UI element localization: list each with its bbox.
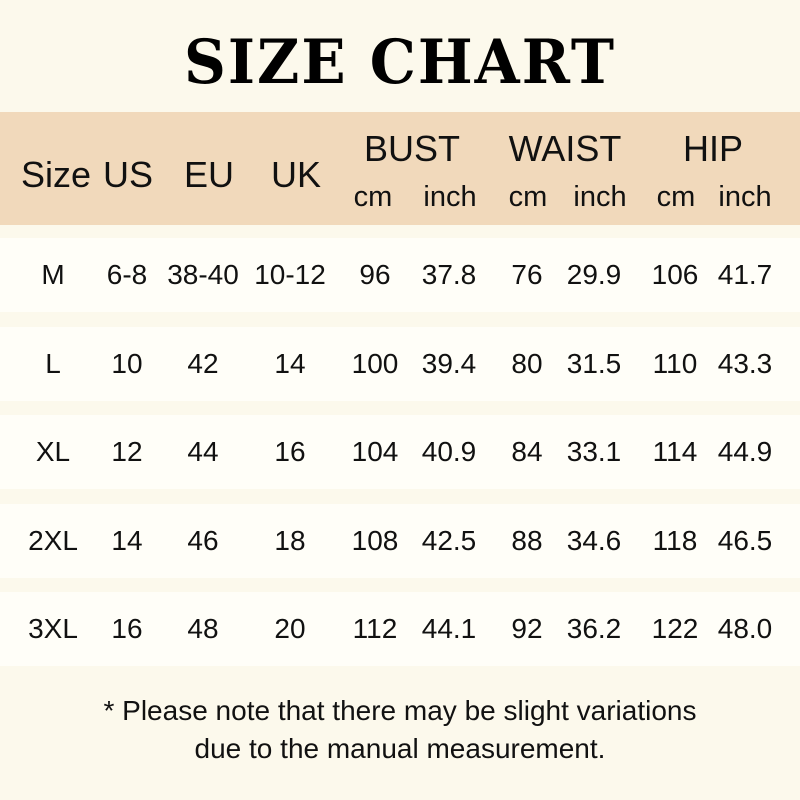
- header-hip-cm: cm: [656, 181, 696, 213]
- header-hip: HIP: [682, 128, 744, 169]
- header-bust: BUST: [363, 128, 461, 169]
- cell-uk: 14: [274, 347, 306, 379]
- cell-hip-cm: 110: [652, 347, 698, 379]
- cell-hip-inch: 48.0: [717, 613, 773, 644]
- cell-waist-cm: 88: [511, 524, 543, 556]
- cell-uk: 18: [274, 524, 306, 556]
- header-us: US: [102, 154, 154, 195]
- cell-waist-inch: 33.1: [566, 436, 622, 467]
- cell-size: L: [45, 347, 61, 379]
- cell-hip-cm: 122: [651, 613, 699, 644]
- cell-waist-cm: 84: [511, 436, 543, 467]
- cell-waist-cm: 92: [511, 613, 543, 644]
- header-hip-inch: inch: [718, 181, 772, 213]
- cell-hip-inch: 44.9: [717, 436, 773, 467]
- header-waist-cm: cm: [508, 181, 548, 213]
- cell-waist-inch: 36.2: [566, 613, 622, 644]
- cell-eu: 42: [187, 347, 219, 379]
- header-size: Size: [20, 154, 92, 195]
- cell-bust-inch: 40.9: [421, 436, 477, 467]
- header-bust-inch: inch: [423, 181, 477, 213]
- cell-hip-cm: 118: [652, 524, 698, 556]
- cell-uk: 10-12: [254, 259, 326, 290]
- cell-bust-cm: 104: [351, 436, 399, 467]
- cell-waist-inch: 29.9: [566, 259, 622, 290]
- header-waist: WAIST: [508, 128, 622, 169]
- cell-size: M: [41, 259, 65, 290]
- cell-hip-cm: 106: [651, 259, 699, 290]
- header-waist-inch: inch: [573, 181, 627, 213]
- cell-waist-cm: 80: [511, 347, 543, 379]
- cell-bust-inch: 44.1: [421, 613, 477, 644]
- cell-eu: 46: [187, 524, 219, 556]
- cell-waist-inch: 31.5: [566, 347, 622, 379]
- cell-us: 16: [111, 613, 143, 644]
- cell-size: XL: [35, 436, 71, 467]
- cell-eu: 38-40: [167, 259, 239, 290]
- cell-bust-cm: 112: [352, 613, 398, 644]
- cell-hip-inch: 41.7: [717, 259, 773, 290]
- footnote: * Please note that there may be slight v…: [0, 692, 800, 768]
- cell-us: 14: [111, 524, 143, 556]
- cell-us: 6-8: [106, 259, 148, 290]
- cell-size: 3XL: [28, 613, 78, 644]
- header-uk: UK: [270, 154, 322, 195]
- cell-us: 12: [111, 436, 143, 467]
- cell-us: 10: [111, 347, 143, 379]
- cell-bust-cm: 96: [359, 259, 391, 290]
- footnote-line: due to the manual measurement.: [194, 733, 606, 764]
- table-row: [0, 415, 800, 489]
- cell-bust-inch: 37.8: [421, 259, 477, 290]
- cell-size: 2XL: [28, 524, 78, 556]
- cell-uk: 20: [274, 613, 306, 644]
- cell-hip-cm: 114: [652, 436, 698, 467]
- table-row: [0, 238, 800, 312]
- cell-bust-cm: 108: [351, 524, 399, 556]
- header-bust-cm: cm: [353, 181, 393, 213]
- header-eu: EU: [183, 154, 235, 195]
- cell-hip-inch: 46.5: [717, 524, 773, 556]
- cell-waist-cm: 76: [511, 259, 543, 290]
- table-row: [0, 592, 800, 666]
- cell-bust-inch: 39.4: [421, 347, 477, 379]
- cell-uk: 16: [274, 436, 306, 467]
- footnote-line: * Please note that there may be slight v…: [103, 695, 697, 726]
- page-title: SIZE CHART: [183, 26, 617, 98]
- cell-hip-inch: 43.3: [717, 347, 773, 379]
- table-row: [0, 326, 800, 401]
- cell-eu: 44: [187, 436, 219, 467]
- cell-waist-inch: 34.6: [566, 524, 622, 556]
- cell-eu: 48: [187, 613, 219, 644]
- table-header: [0, 112, 800, 225]
- table-row: [0, 503, 800, 578]
- cell-bust-cm: 100: [351, 347, 399, 379]
- cell-bust-inch: 42.5: [421, 524, 477, 556]
